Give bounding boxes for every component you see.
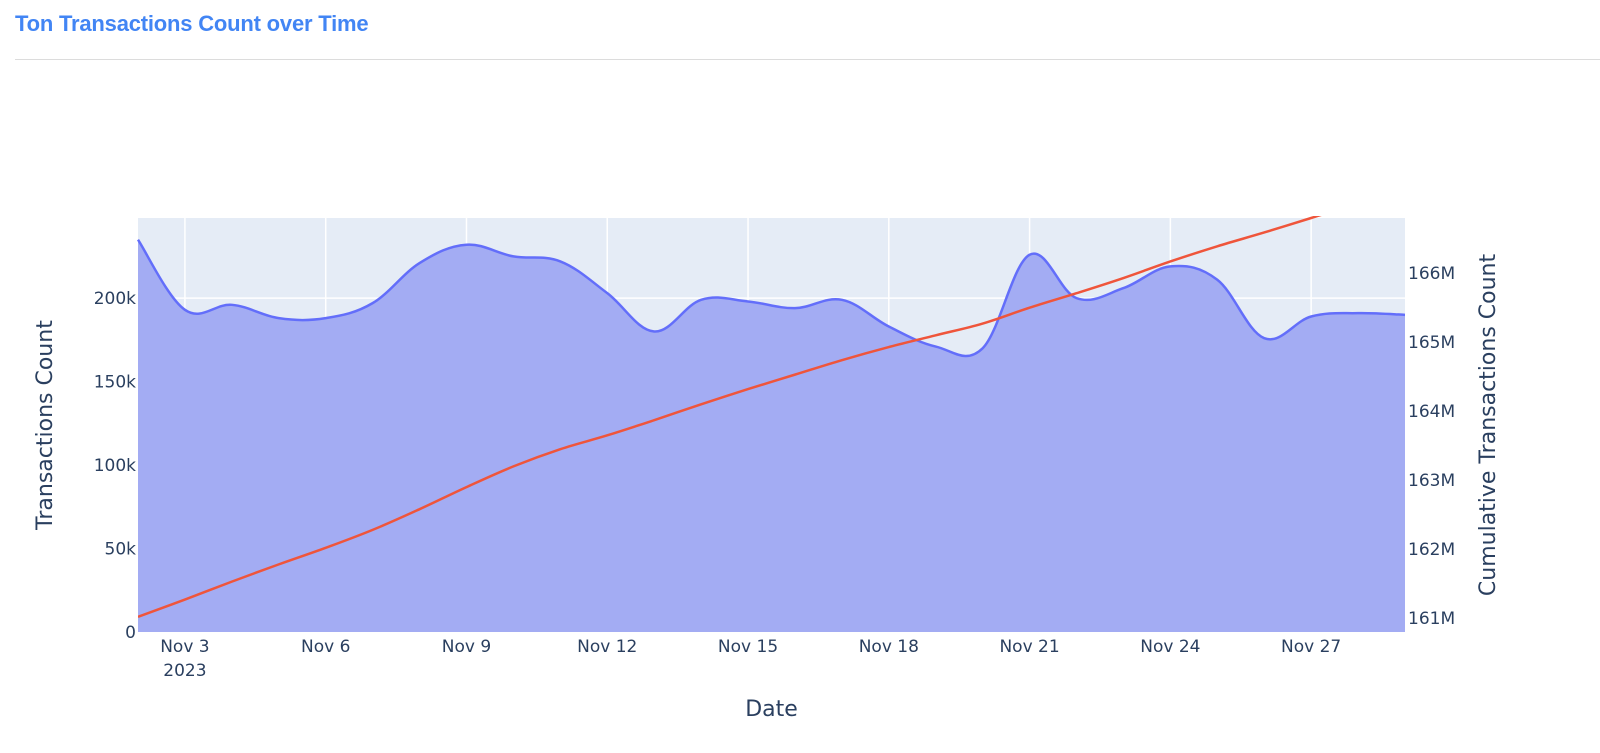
x-tick-label: Nov 6 <box>301 637 350 657</box>
y2-tick-label: 161M <box>1408 609 1455 629</box>
y2-axis-title: Cumulative Transactions Count <box>1476 254 1501 597</box>
x-axis-title: Date <box>745 697 798 722</box>
y2-tick-label: 165M <box>1408 333 1455 353</box>
y-tick-label: 50k <box>105 540 137 560</box>
title-divider <box>15 59 1600 60</box>
y-axis-ticks: 0 50k 100k 150k 200k <box>94 289 136 643</box>
y2-tick-label: 164M <box>1408 402 1455 422</box>
x-tick-label: Nov 21 <box>999 637 1059 657</box>
x-tick-year-label: 2023 <box>163 661 206 681</box>
x-tick-label: Nov 3 <box>160 637 209 657</box>
y-tick-label: 0 <box>125 623 136 643</box>
transactions-area-fill <box>138 239 1405 632</box>
y2-tick-label: 163M <box>1408 471 1455 491</box>
x-tick-label: Nov 15 <box>718 637 778 657</box>
y2-tick-label: 166M <box>1408 264 1455 284</box>
y2-tick-label: 162M <box>1408 540 1455 560</box>
cumulative-line <box>138 216 1322 618</box>
y-tick-label: 150k <box>94 373 136 393</box>
x-axis-ticks: Nov 3 2023 Nov 6 Nov 9 Nov 12 Nov 15 Nov 18 Nov… <box>160 637 1341 681</box>
x-tick-label: Nov 9 <box>442 637 491 657</box>
x-tick-label: Nov 27 <box>1281 637 1341 657</box>
x-tick-label: Nov 12 <box>577 637 637 657</box>
panel-title: Ton Transactions Count over Time <box>15 11 369 36</box>
y-tick-label: 200k <box>94 289 136 309</box>
x-tick-label: Nov 18 <box>859 637 919 657</box>
y-tick-label: 100k <box>94 456 136 476</box>
x-tick-label: Nov 24 <box>1140 637 1200 657</box>
y2-axis-ticks: 161M 162M 163M 164M 165M 166M <box>1408 264 1455 629</box>
y-axis-title: Transactions Count <box>33 320 58 531</box>
transactions-line <box>136 239 1406 358</box>
